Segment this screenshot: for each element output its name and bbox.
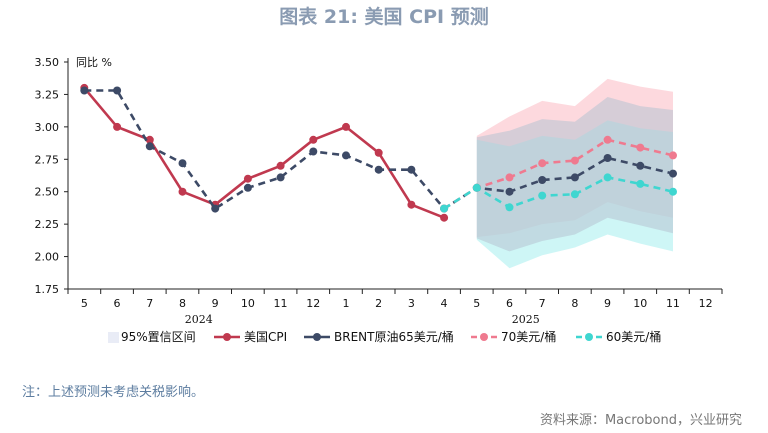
data-point-brent [669,169,677,178]
data-point-p60 [472,183,481,192]
y-tick-label: 2.25 [35,218,60,231]
year-label: 2024 [185,313,213,326]
data-point-brent [570,173,579,182]
x-tick-label: 1 [342,297,349,310]
data-point-brent [309,147,318,156]
data-point-p70 [636,143,645,152]
legend: 95%置信区间 美国CPI BRENT原油65美元/桶 70美元/桶 60美元/桶 [108,329,661,344]
data-point-p60 [538,191,547,200]
x-tick-label: 10 [241,297,255,310]
data-point-cpi [440,213,449,222]
x-tick-label: 7 [539,297,546,310]
data-point-p60 [669,187,677,196]
data-point-p60 [505,203,514,212]
x-tick-label: 7 [146,297,153,310]
series-line-p70 [443,138,674,210]
x-tick-label: 12 [306,297,320,310]
data-point-cpi [113,122,122,131]
data-point-brent [80,86,89,95]
x-tick-label: 5 [81,297,88,310]
y-tick-label: 1.75 [35,283,60,296]
x-tick-label: 11 [274,297,288,310]
data-point-brent [342,151,350,160]
y-tick-label: 2.00 [35,251,60,264]
legend-swatch [108,332,119,343]
x-tick-label: 11 [666,297,680,310]
data-point-cpi [407,200,416,209]
x-tick-label: 6 [506,297,513,310]
axes: 1.75 2.00 2.25 2.50 2.75 3.00 3.25 3.50 同比 % 5 6 7 8… [35,56,723,326]
data-point-brent [211,204,220,213]
data-point-cpi [145,135,154,144]
data-point-brent [505,187,514,196]
data-point-brent [538,176,547,184]
x-tick-label: 9 [604,297,611,310]
data-point-cpi [276,161,285,170]
legend-label: BRENT原油65美元/桶 [334,329,454,344]
data-point-p70 [538,159,547,168]
source-note: 资料来源：Macrobond，兴业研究 [539,413,742,428]
series-line-cpi [83,87,445,219]
x-tick-label: 4 [441,297,448,310]
x-tick-label: 12 [699,297,713,310]
data-point-p70 [505,173,514,182]
legend-label: 95%置信区间 [121,330,196,344]
data-point-p60 [440,204,449,213]
footnote: 注：上述预测未考虑关税影响。 [22,385,205,400]
x-tick-label: 2 [375,297,382,310]
data-point-cpi [374,148,383,157]
data-point-brent [243,183,252,192]
series-line-p60 [443,176,674,210]
year-label: 2025 [512,313,540,326]
series-lines [80,83,677,222]
data-point-brent [603,154,612,162]
legend-item: 美国CPI [214,330,287,344]
legend-label: 美国CPI [244,330,287,344]
x-tick-label: 3 [408,297,415,310]
x-tick-label: 5 [473,297,480,310]
y-tick-label: 3.00 [35,121,60,134]
data-point-p70 [570,156,579,165]
data-point-brent [276,173,285,182]
data-point-cpi [309,135,318,144]
unit-label: 同比 % [76,56,112,69]
legend-marker [313,333,321,341]
legend-item: BRENT原油65美元/桶 [304,329,454,344]
legend-marker [585,333,593,341]
chart-title: 图表 21: 美国 CPI 预测 [279,6,489,28]
data-point-p70 [603,135,612,144]
data-point-brent [374,165,383,174]
legend-item: 70美元/桶 [471,329,556,344]
x-tick-label: 10 [633,297,647,310]
x-tick-label: 9 [212,297,219,310]
x-tick-label: 8 [179,297,186,310]
legend-label: 70美元/桶 [501,329,556,344]
legend-label: 60美元/桶 [606,329,661,344]
legend-marker [223,333,231,341]
y-tick-label: 3.50 [35,56,60,69]
data-point-cpi [178,187,187,196]
data-point-p60 [603,173,612,182]
data-point-brent [113,86,122,95]
legend-item: 60美元/桶 [576,329,661,344]
data-point-p60 [570,190,579,199]
data-point-brent [145,142,154,151]
y-tick-label: 2.75 [35,153,60,166]
legend-marker [480,333,488,341]
data-point-brent [407,165,416,174]
data-point-brent [636,161,645,170]
x-tick-label: 8 [571,297,578,310]
legend-item: 95%置信区间 [108,330,196,344]
y-tick-label: 3.25 [35,88,60,101]
x-tick-label: 6 [114,297,121,310]
data-point-cpi [342,122,350,131]
data-point-p60 [636,179,645,188]
data-point-p70 [669,151,677,160]
data-point-cpi [243,174,252,183]
data-point-brent [178,159,187,168]
y-tick-label: 2.50 [35,186,60,199]
